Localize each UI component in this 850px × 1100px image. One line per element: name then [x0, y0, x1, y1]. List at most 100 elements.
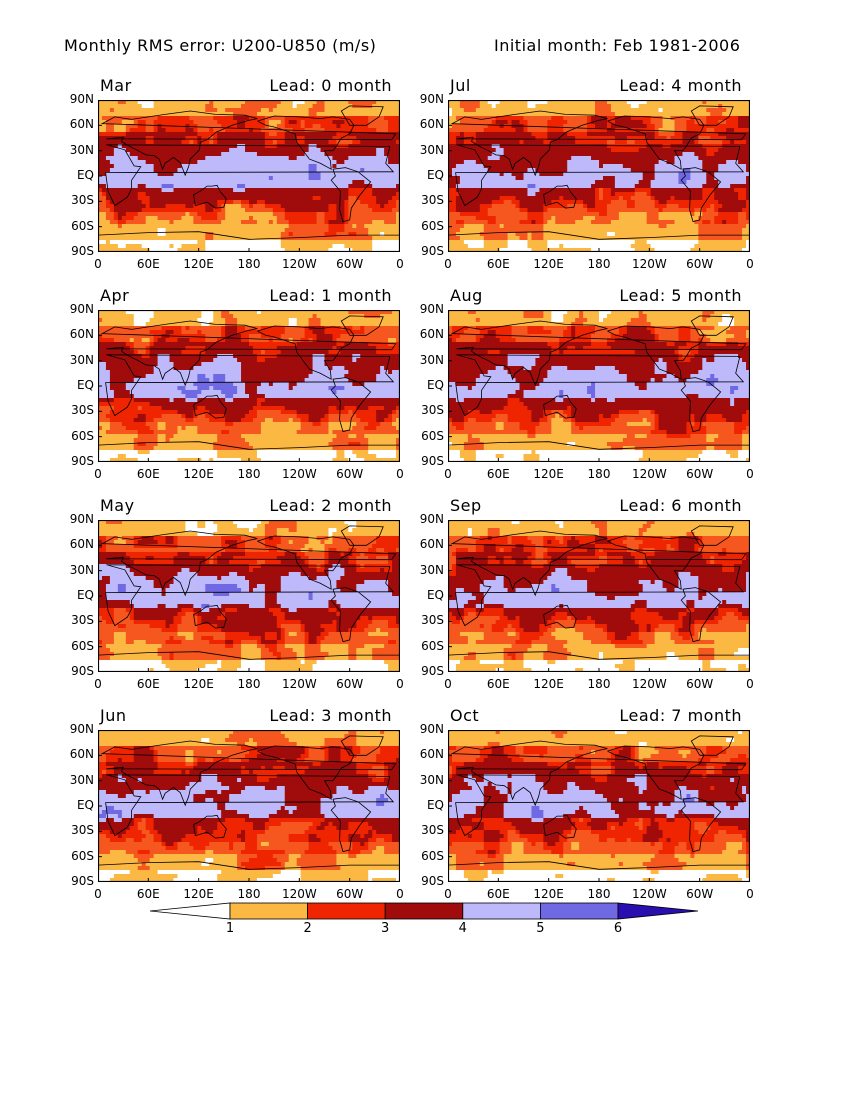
contour-cell: [340, 200, 345, 205]
contour-cell: [463, 152, 469, 157]
contour-cell: [682, 140, 688, 145]
contour-cell: [137, 104, 143, 109]
contour-cell: [626, 140, 632, 145]
contour-cell: [137, 108, 143, 113]
contour-cell: [678, 108, 684, 113]
contour-cell: [738, 120, 743, 125]
contour-cell: [610, 152, 616, 157]
contour-cell: [145, 172, 151, 177]
contour-cell: [221, 156, 226, 161]
contour-cell: [284, 160, 290, 165]
contour-cell: [587, 196, 592, 201]
contour-cell: [225, 208, 230, 213]
contour-cell: [328, 220, 334, 225]
contour-cell: [698, 108, 703, 113]
contour-cell: [125, 236, 131, 241]
contour-cell: [710, 100, 715, 105]
contour-cell: [388, 180, 393, 185]
contour-cell: [543, 204, 548, 209]
contour-cell: [221, 176, 226, 181]
contour-cell: [165, 172, 171, 177]
contour-cell: [340, 204, 345, 209]
contour-cell: [213, 160, 218, 165]
contour-cell: [567, 160, 572, 165]
contour-cell: [682, 132, 688, 137]
contour-cell: [503, 200, 509, 205]
contour-cell: [177, 220, 183, 225]
contour-cell: [618, 100, 624, 105]
contour-cell: [193, 136, 198, 141]
contour-cell: [209, 120, 214, 125]
contour-cell: [734, 188, 739, 193]
contour-cell: [320, 112, 326, 117]
contour-cell: [209, 204, 214, 209]
contour-cell: [201, 248, 206, 252]
contour-cell: [324, 192, 330, 197]
contour-cell: [368, 184, 373, 189]
contour-cell: [360, 132, 365, 137]
contour-cell: [523, 164, 529, 169]
contour-cell: [479, 116, 485, 121]
contour-cell: [201, 204, 206, 209]
contour-cell: [328, 180, 334, 185]
contour-cell: [730, 140, 735, 145]
contour-cell: [268, 204, 274, 209]
contour-cell: [392, 140, 397, 145]
contour-cell: [380, 160, 385, 165]
contour-cell: [256, 248, 262, 252]
contour-cell: [181, 172, 187, 177]
contour-cell: [141, 124, 147, 129]
contour-cell: [495, 100, 501, 105]
contour-cell: [121, 140, 127, 145]
contour-cell: [587, 164, 592, 169]
contour-cell: [380, 200, 385, 205]
contour-cell: [531, 160, 537, 165]
contour-cell: [487, 192, 493, 197]
contour-cell: [463, 184, 469, 189]
contour-cell: [634, 164, 640, 169]
contour-cell: [519, 160, 525, 165]
contour-cell: [670, 124, 676, 129]
contour-cell: [372, 176, 377, 181]
contour-cell: [245, 172, 250, 177]
contour-cell: [177, 236, 183, 241]
contour-cell: [535, 168, 540, 173]
contour-cell: [264, 192, 270, 197]
contour-cell: [579, 188, 584, 193]
contour-cell: [312, 212, 318, 217]
contour-cell: [312, 148, 318, 153]
contour-cell: [463, 208, 469, 213]
contour-cell: [682, 192, 688, 197]
contour-cell: [642, 160, 648, 165]
contour-cell: [638, 132, 644, 137]
contour-cell: [527, 176, 533, 181]
contour-cell: [209, 224, 214, 229]
contour-cell: [229, 172, 234, 177]
contour-cell: [348, 196, 353, 201]
contour-cell: [614, 176, 620, 181]
contour-cell: [547, 192, 552, 197]
contour-cell: [686, 160, 691, 165]
contour-cell: [189, 128, 194, 133]
contour-cell: [360, 220, 365, 225]
contour-cell: [288, 152, 294, 157]
contour-cell: [483, 208, 489, 213]
contour-cell: [237, 116, 242, 121]
contour-cell: [229, 104, 234, 109]
contour-cell: [388, 132, 393, 137]
contour-cell: [364, 140, 369, 145]
contour-cell: [245, 248, 250, 252]
contour-cell: [249, 136, 254, 141]
contour-cell: [527, 104, 533, 109]
contour-cell: [312, 180, 318, 185]
contour-cell: [149, 136, 155, 141]
contour-cell: [121, 224, 127, 229]
contour-cell: [193, 148, 198, 153]
contour-cell: [662, 136, 668, 141]
contour-cell: [376, 216, 381, 221]
contour-cell: [599, 152, 604, 157]
lat-tick-label: 30S: [54, 193, 94, 207]
contour-cell: [336, 136, 341, 141]
contour-cell: [101, 136, 107, 141]
contour-cell: [595, 128, 600, 133]
